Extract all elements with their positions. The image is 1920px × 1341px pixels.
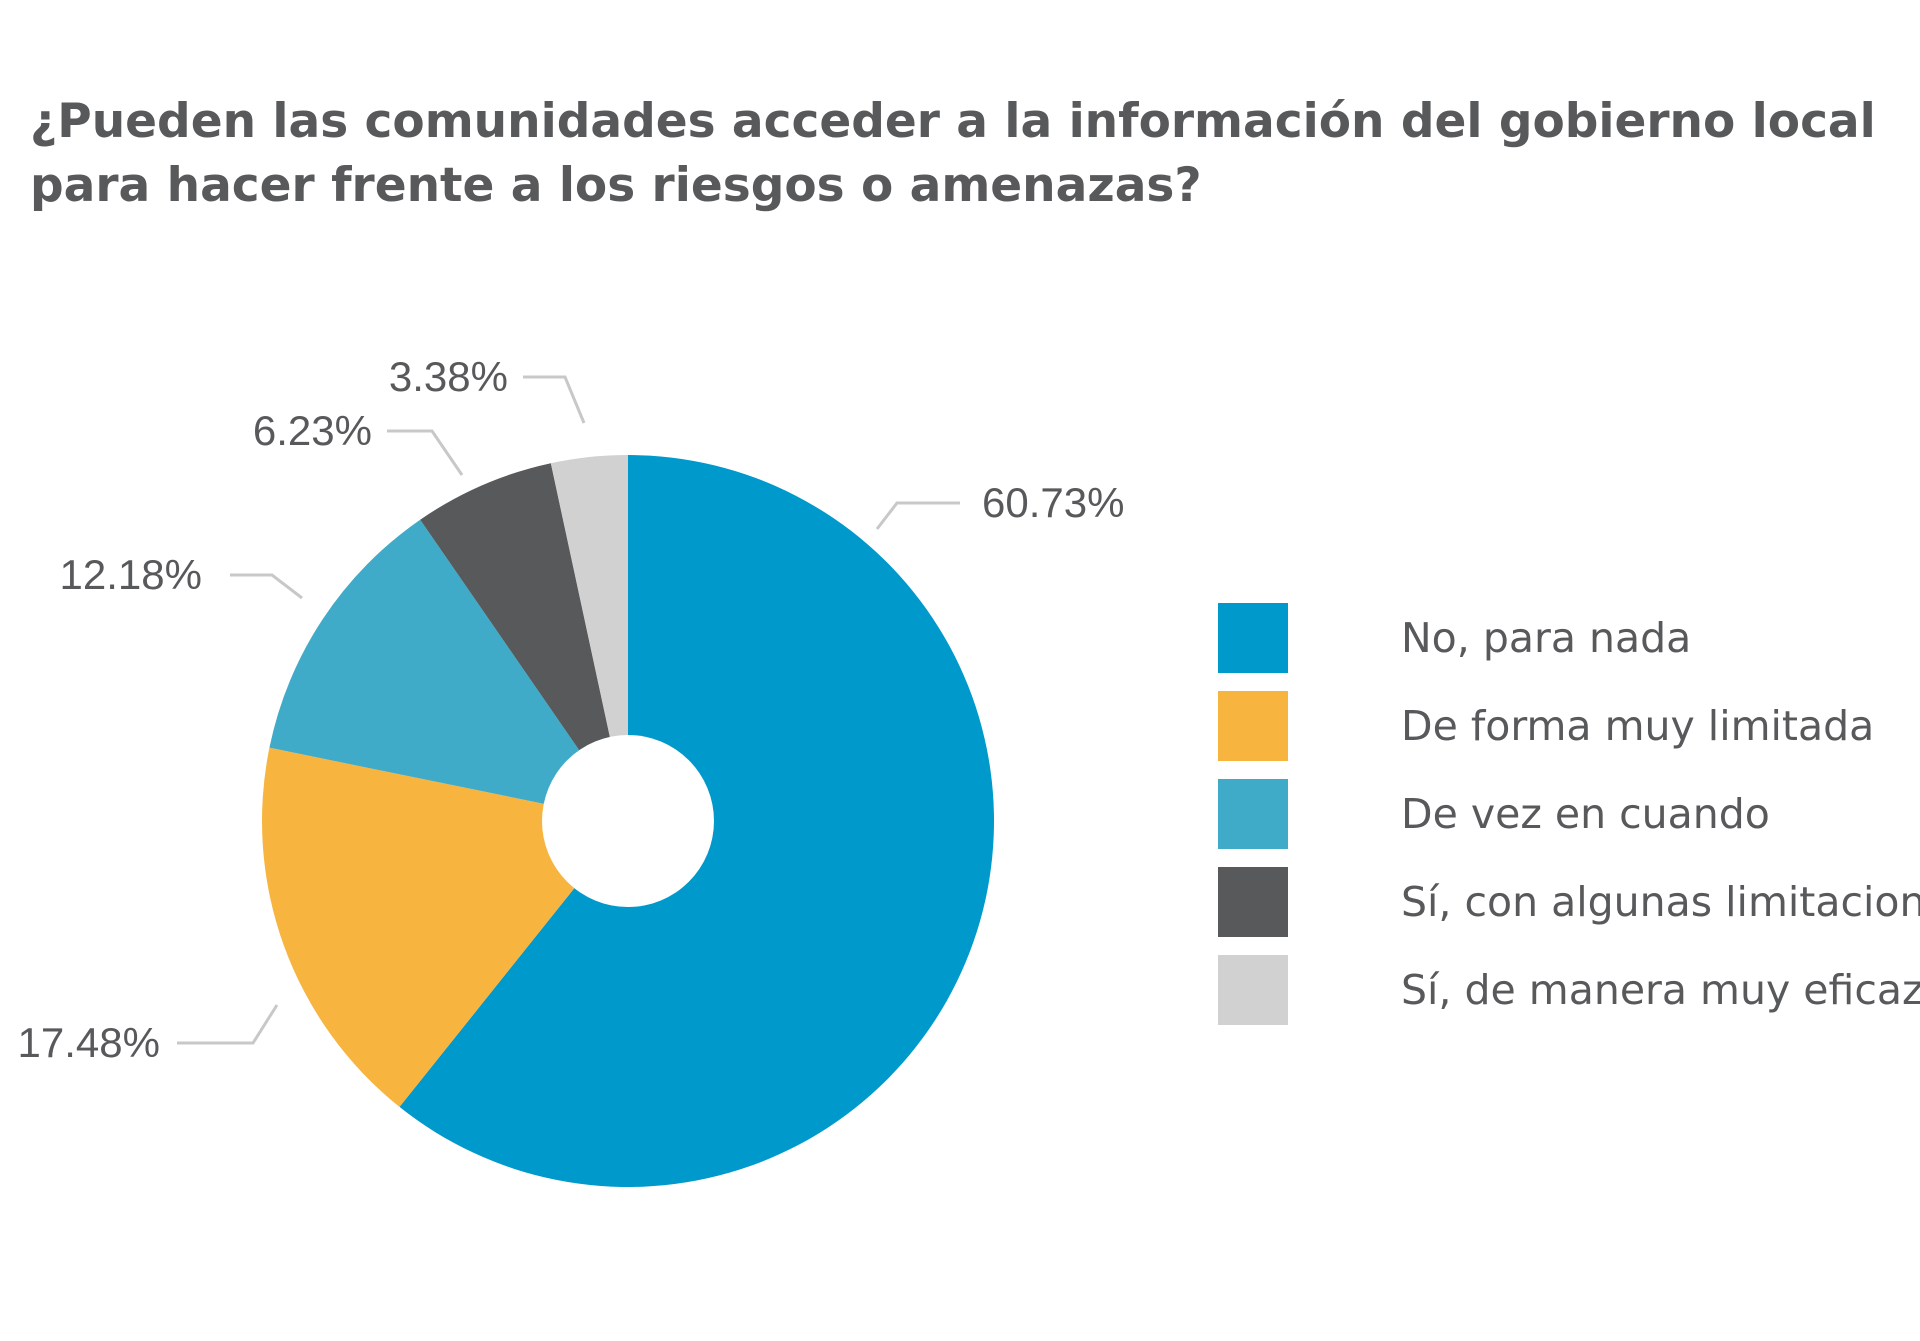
donut-hole [542,735,714,907]
legend-item-no-para-nada: No, para nada [1218,603,1920,673]
legend-label: De vez en cuando [1401,790,1770,838]
pct-label-de-vez-en-cuando: 12.18% [60,551,202,598]
leader-line-si-de-manera-muy-eficaz [523,375,586,424]
legend-swatch [1218,779,1288,849]
leader-line-no-para-nada [875,501,960,530]
legend-item-de-forma-muy-limitada: De forma muy limitada [1218,691,1920,761]
legend-label: Sí, con algunas limitaciones [1401,878,1920,926]
legend-swatch [1218,603,1288,673]
slice-si-con-algunas-limitaciones [420,463,628,821]
slice-de-vez-en-cuando [269,519,628,821]
legend-label: Sí, de manera muy eficaz [1401,966,1920,1014]
pct-label-si-de-manera-muy-eficaz: 3.38% [389,353,508,400]
legend-swatch [1218,691,1288,761]
legend-label: No, para nada [1401,614,1692,662]
pct-label-si-con-algunas-limitaciones: 6.23% [253,407,372,454]
legend: No, para nada De forma muy limitada De v… [1218,603,1920,1043]
legend-item-si-de-manera-muy-eficaz: Sí, de manera muy eficaz [1218,955,1920,1025]
pct-label-de-forma-muy-limitada: 17.48% [18,1019,160,1066]
leader-line-de-vez-en-cuando [230,573,303,600]
legend-item-de-vez-en-cuando: De vez en cuando [1218,779,1920,849]
chart-title: ¿Pueden las comunidades acceder a la inf… [30,94,1876,213]
pct-label-no-para-nada: 60.73% [982,479,1124,526]
legend-item-si-con-algunas-limitaciones: Sí, con algunas limitaciones [1218,867,1920,937]
legend-swatch [1218,867,1288,937]
legend-label: De forma muy limitada [1401,702,1875,750]
leader-line-si-con-algunas-limitaciones [387,429,464,476]
legend-swatch [1218,955,1288,1025]
slice-si-de-manera-muy-eficaz [550,455,628,821]
leader-line-de-forma-muy-limitada [177,1004,279,1045]
slice-de-forma-muy-limitada [262,747,628,1107]
